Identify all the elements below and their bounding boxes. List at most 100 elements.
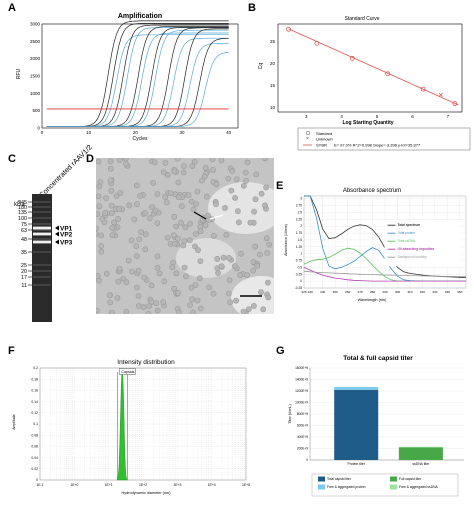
- capsid-particle: [202, 222, 209, 229]
- capsid-particle: [233, 297, 239, 304]
- capsid-particle: [190, 206, 197, 213]
- chart-e-xtick: 290: [382, 290, 387, 294]
- legend-unknown-label: Unknown: [316, 137, 333, 142]
- chart-b-xtick: 5: [376, 114, 379, 119]
- chart-a-xtick: 40: [226, 130, 232, 135]
- capsid-particle: [103, 270, 110, 277]
- capsid-particle: [103, 195, 110, 201]
- plot-area-b: [277, 23, 463, 113]
- capsid-particle: [244, 159, 251, 166]
- capsid-particle: [134, 201, 140, 208]
- capsid-particle: [98, 232, 105, 239]
- capsid-particle: [151, 159, 158, 166]
- capsid-particle: [138, 229, 144, 235]
- standard-point: [420, 86, 426, 92]
- capsid-particle: [210, 232, 217, 239]
- chart-b-ytick: 15: [270, 83, 276, 88]
- capsid-particle: [176, 309, 182, 314]
- legend-unknown-marker: ×: [306, 136, 309, 142]
- ladder-band: [33, 206, 51, 208]
- capsid-particle: [169, 264, 176, 271]
- chart-e-ytick: 0.25: [296, 272, 302, 276]
- capsid-particle: [126, 202, 133, 209]
- capsid-particle: [252, 196, 259, 203]
- panel-letter-e: E: [276, 180, 284, 192]
- capsid-particle: [116, 205, 122, 212]
- amplification-curve-unknown: [46, 37, 229, 127]
- legend-label: Full capsid titer: [399, 477, 422, 481]
- chart-b-ytick: 10: [270, 105, 276, 110]
- capsid-particle: [123, 279, 130, 286]
- capsid-particle: [233, 176, 240, 183]
- chart-f-ytick: 0: [36, 478, 38, 482]
- capsid-particle: [225, 290, 232, 297]
- capsid-particle: [109, 224, 116, 231]
- capsid-particle: [96, 183, 103, 190]
- intensity-distribution-chart: Intensity distribution Amplitude Hydrody…: [12, 359, 250, 495]
- capsid-particle: [231, 263, 238, 269]
- capsid-particle: [117, 190, 124, 196]
- standard-point: [385, 71, 391, 77]
- vp-band: [33, 226, 51, 230]
- chart-e-xtick: 260: [345, 290, 350, 294]
- ladder-label: 17: [21, 275, 27, 281]
- spectrum-line: [304, 195, 467, 278]
- legend-swatch: [390, 484, 397, 490]
- chart-g-legend: [311, 473, 459, 497]
- ladder-label: 75: [21, 222, 27, 228]
- capsid-particle: [254, 262, 261, 269]
- chart-a-ytick: 3000: [30, 22, 41, 27]
- spectrum-line: [303, 270, 467, 278]
- chart-e-ytick: 2.5: [298, 210, 303, 214]
- chart-e-ytick: 1.5: [298, 238, 303, 242]
- capsid-particle: [181, 238, 188, 244]
- capsid-particle: [226, 277, 233, 283]
- capsid-particle: [108, 187, 115, 194]
- chart-a-xtick: 0: [41, 130, 44, 135]
- capsid-titer-chart: Total & full capsid titer Titer (#/mL) 0…: [288, 355, 464, 497]
- capsid-particle: [113, 193, 120, 199]
- capsid-particle: [141, 274, 147, 281]
- chart-f-ytick: 0.1: [33, 422, 38, 426]
- capsid-particle: [135, 267, 142, 274]
- legend-swatch: [390, 476, 397, 482]
- capsid-particle: [167, 190, 174, 196]
- chart-b-xlabel: Log Starting Quantity: [342, 120, 393, 126]
- capsid-particle: [237, 272, 244, 278]
- chart-e-xlabel: Wavelength (nm): [358, 298, 388, 302]
- chart-a-xtick: 10: [86, 130, 92, 135]
- ladder-band: [33, 238, 51, 240]
- ladder-band: [33, 251, 51, 253]
- capsid-particle: [142, 246, 149, 253]
- capsid-particle: [171, 232, 177, 239]
- capsid-particle: [193, 201, 199, 207]
- ladder-label: 35: [21, 250, 27, 256]
- chart-b-ylabel: Cq: [258, 63, 264, 70]
- capsid-particle: [106, 292, 113, 299]
- capsid-particle: [202, 164, 209, 171]
- titer-bar-segment: [334, 386, 379, 390]
- capsid-particle: [135, 292, 142, 299]
- capsid-particle: [171, 168, 178, 175]
- chart-g-xtick: Protein titer: [348, 462, 366, 466]
- amplification-curve-unknown: [46, 43, 229, 127]
- legend-standard-label: Standard: [316, 131, 332, 136]
- capsid-particle: [185, 192, 192, 199]
- capsid-particle: [235, 219, 242, 226]
- chart-g-ytick: 600E+9: [297, 424, 308, 428]
- chart-e-ytick: 0.75: [296, 259, 302, 263]
- ladder-label: 180: [18, 205, 27, 211]
- capsid-particle: [264, 250, 271, 256]
- panel-letter-g: G: [276, 345, 285, 357]
- micrograph-light-region: [208, 182, 274, 234]
- peak-area: [117, 370, 128, 481]
- capsid-particle: [222, 205, 228, 211]
- legend-fit-equation: E= 97.0% R^2=0.998 Slope=-3.396 y-int=35…: [334, 143, 421, 148]
- capsid-particle: [229, 168, 236, 174]
- capsid-particle: [146, 215, 153, 222]
- unknown-point: [438, 92, 443, 97]
- capsid-particle: [187, 237, 193, 244]
- capsid-particle: [136, 236, 143, 243]
- capsid-particle: [183, 273, 189, 280]
- capsid-particle: [142, 210, 148, 216]
